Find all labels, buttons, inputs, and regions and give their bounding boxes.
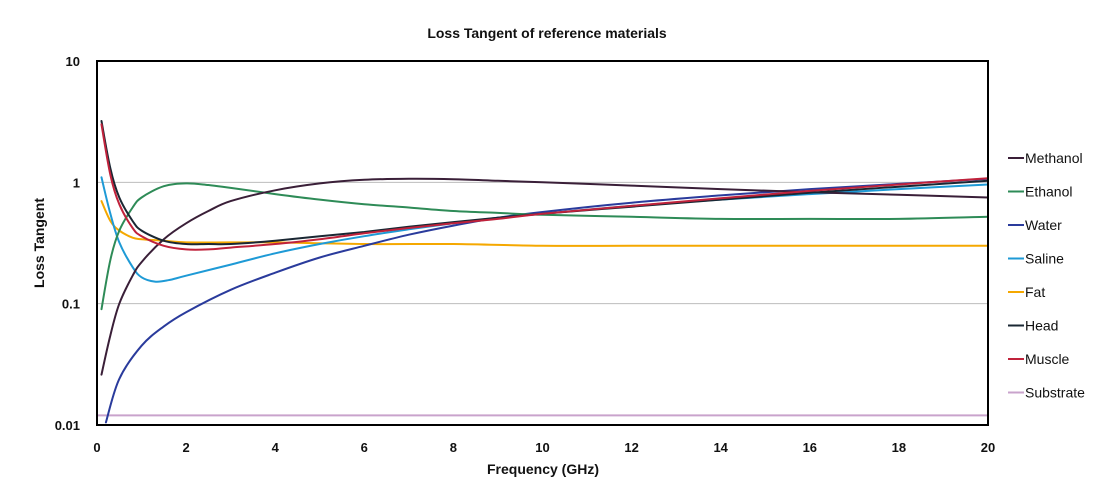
x-tick-label: 6 [361, 440, 368, 455]
legend-item-head: Head [1008, 318, 1058, 334]
series-line-water [104, 177, 989, 424]
series-line-methanol [100, 177, 989, 376]
y-tick-label: 0.01 [55, 418, 80, 433]
legend-label: Ethanol [1025, 184, 1072, 200]
x-tick-label: 12 [624, 440, 638, 455]
y-axis-title: Loss Tangent [31, 198, 47, 288]
legend-item-saline: Saline [1008, 251, 1064, 267]
x-tick-label: 10 [535, 440, 549, 455]
legend: Methanol Ethanol Water Saline Fat Head Muscle S… [1008, 150, 1085, 401]
legend-label: Muscle [1025, 351, 1070, 367]
legend-label: Methanol [1025, 150, 1083, 166]
legend-label: Water [1025, 217, 1062, 233]
series-line-muscle [100, 123, 989, 251]
x-tick-label: 0 [93, 440, 100, 455]
chart-title: Loss Tangent of reference materials [427, 25, 667, 41]
x-tick-label: 4 [272, 440, 280, 455]
x-tick-label: 14 [713, 440, 728, 455]
legend-item-substrate: Substrate [1008, 385, 1085, 401]
x-tick-label: 20 [981, 440, 995, 455]
y-tick-label: 1 [73, 175, 80, 190]
legend-item-muscle: Muscle [1008, 351, 1070, 367]
legend-item-ethanol: Ethanol [1008, 184, 1072, 200]
series-line-head [100, 120, 989, 246]
legend-label: Fat [1025, 284, 1045, 300]
x-tick-label: 8 [450, 440, 457, 455]
x-tick-label: 2 [182, 440, 189, 455]
x-axis-ticks: 0 2 4 6 8 10 12 14 16 18 20 [93, 440, 995, 455]
legend-label: Head [1025, 318, 1058, 334]
legend-item-water: Water [1008, 217, 1062, 233]
series-line-fat [100, 200, 989, 247]
x-axis-title: Frequency (GHz) [487, 461, 599, 477]
y-axis-ticks: 0.01 0.1 1 10 [55, 54, 80, 433]
y-tick-label: 0.1 [62, 297, 80, 312]
x-tick-label: 18 [892, 440, 906, 455]
series-line-ethanol [100, 182, 989, 311]
y-tick-label: 10 [66, 54, 80, 69]
legend-label: Saline [1025, 251, 1064, 267]
legend-item-methanol: Methanol [1008, 150, 1083, 166]
plot-area-frame [96, 60, 989, 426]
legend-item-fat: Fat [1008, 284, 1045, 300]
x-tick-label: 16 [803, 440, 817, 455]
legend-label: Substrate [1025, 385, 1085, 401]
series-lines [96, 120, 989, 424]
